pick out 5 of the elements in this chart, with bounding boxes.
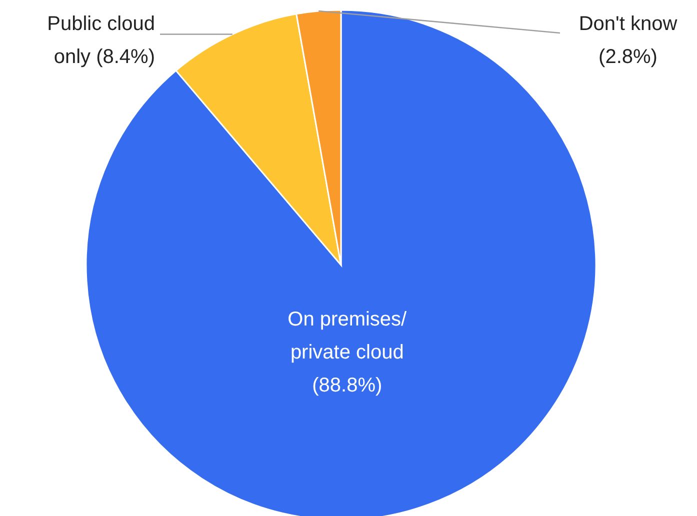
- slice-label: On premises/ private cloud: [288, 308, 408, 364]
- slice-label: Public cloud only (8.4%): [47, 13, 155, 68]
- slice-label: Don't know: [578, 13, 678, 35]
- data-label: (88.8%): [312, 374, 382, 396]
- data-label: (2.8%): [598, 46, 658, 68]
